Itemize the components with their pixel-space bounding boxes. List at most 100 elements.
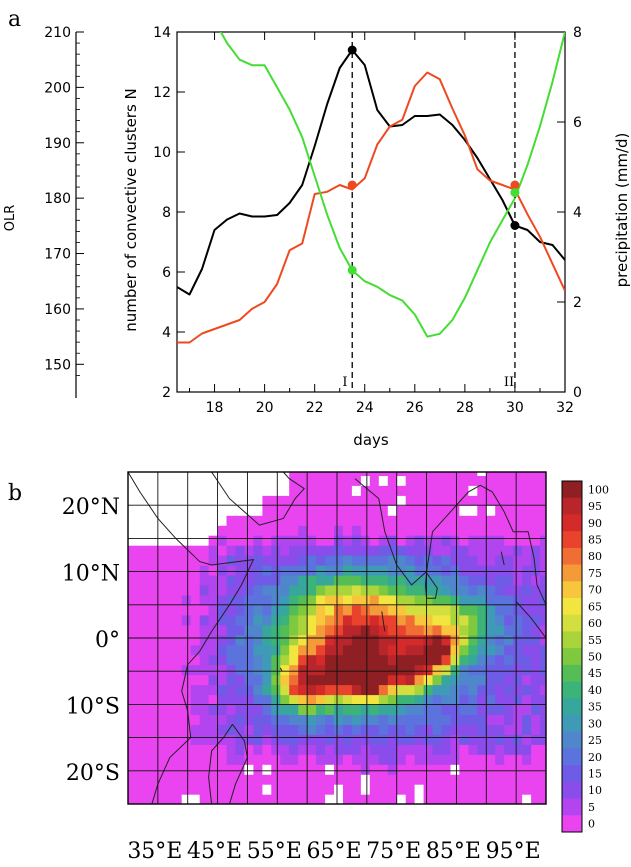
- heatmap-cell: [262, 495, 272, 506]
- heatmap-cell: [235, 754, 246, 765]
- heatmap-cell: [513, 724, 523, 735]
- colorbar: 1009590858075706560555045403530252015105…: [561, 480, 609, 833]
- heatmap-cell: [441, 472, 452, 476]
- heatmap-cell: [369, 594, 380, 606]
- heatmap-cell: [369, 724, 380, 735]
- heatmap-cell: [190, 744, 201, 755]
- heatmap-cell: [316, 634, 326, 646]
- heatmap-cell: [369, 485, 380, 496]
- heatmap-cell: [154, 535, 165, 546]
- heatmap-cell: [405, 734, 416, 745]
- heatmap-cell: [208, 485, 219, 496]
- heatmap-cell: [154, 754, 165, 765]
- heatmap-cell: [262, 515, 272, 526]
- heatmap-cell: [459, 535, 469, 546]
- heatmap-cell: [325, 574, 335, 586]
- heatmap-cell: [172, 784, 183, 795]
- heatmap-cell: [235, 744, 246, 755]
- heatmap-cell: [414, 624, 425, 636]
- heatmap-cell: [154, 764, 165, 775]
- heatmap-cell: [468, 644, 478, 656]
- heatmap-cell: [145, 634, 156, 646]
- heatmap-cell: [298, 774, 308, 785]
- heatmap-cell: [334, 515, 344, 526]
- heatmap-cell: [522, 744, 532, 755]
- heatmap-cell: [253, 774, 263, 785]
- heatmap-cell: [522, 535, 532, 546]
- heatmap-cell: [316, 545, 326, 556]
- heatmap-cell: [128, 495, 138, 506]
- heatmap-cell: [262, 555, 272, 566]
- heatmap-cell: [298, 624, 308, 636]
- heatmap-cell: [414, 664, 425, 676]
- heatmap-cell: [531, 674, 541, 686]
- heatmap-cell: [172, 714, 183, 725]
- heatmap-cell: [486, 594, 496, 606]
- heatmap-cell: [468, 545, 478, 556]
- heatmap-cell: [235, 475, 246, 486]
- heatmap-cell: [137, 684, 147, 696]
- heatmap-cell: [307, 664, 317, 676]
- heatmap-cell: [450, 574, 461, 586]
- heatmap-cell: [351, 604, 362, 616]
- heatmap-cell: [450, 674, 461, 686]
- heatmap-cell: [154, 604, 165, 616]
- colorbar-tick-label: 20: [588, 751, 602, 764]
- heatmap-cell: [531, 475, 541, 486]
- heatmap-cell: [468, 754, 478, 765]
- heatmap-cell: [280, 664, 290, 676]
- heatmap-cell: [522, 654, 532, 666]
- colorbar-swatch: [562, 481, 582, 499]
- colorbar-swatch: [562, 581, 582, 599]
- x-tick-label: 28: [456, 400, 474, 416]
- heatmap-cell: [325, 594, 335, 606]
- heatmap-cell: [172, 674, 183, 686]
- heatmap-cell: [468, 594, 478, 606]
- heatmap-cell: [459, 754, 469, 765]
- heatmap-cell: [343, 604, 353, 616]
- heatmap-cell: [163, 704, 174, 715]
- heatmap-cell: [360, 694, 371, 705]
- heatmap-cell: [405, 714, 416, 725]
- heatmap-cell: [181, 545, 192, 556]
- heatmap-cell: [280, 734, 290, 745]
- heatmap-cell: [504, 574, 514, 586]
- heatmap-cell: [414, 634, 425, 646]
- heatmap-cell: [217, 535, 228, 546]
- heatmap-cell: [540, 495, 546, 506]
- heatmap-cell: [154, 694, 165, 705]
- precip-tick-label: 0: [573, 385, 582, 401]
- heatmap-cell: [181, 485, 192, 496]
- heatmap-cell: [486, 495, 496, 506]
- heatmap-cell: [414, 515, 425, 526]
- heatmap-cell: [513, 535, 523, 546]
- heatmap-cell: [513, 734, 523, 745]
- heatmap-cell: [414, 744, 425, 755]
- heatmap-cell: [486, 684, 496, 696]
- heatmap-cell: [128, 774, 138, 785]
- heatmap-cell: [504, 505, 514, 516]
- heatmap-cell: [325, 525, 335, 536]
- heatmap-cell: [450, 495, 461, 506]
- heatmap-cell: [378, 714, 389, 725]
- heatmap-cell: [351, 784, 362, 795]
- heatmap-cell: [343, 614, 353, 626]
- heatmap-cell: [262, 754, 272, 765]
- heatmap-cell: [307, 784, 317, 795]
- heatmap-cell: [262, 594, 272, 606]
- heatmap-cell: [163, 714, 174, 725]
- heatmap-cell: [181, 784, 192, 795]
- heatmap-cell: [378, 624, 389, 636]
- heatmap-cell: [369, 495, 380, 506]
- heatmap-cell: [360, 714, 371, 725]
- heatmap-cell: [271, 724, 281, 735]
- heatmap-cell: [217, 644, 228, 656]
- heatmap-cell: [208, 794, 219, 804]
- heatmap-cell: [432, 734, 443, 745]
- heatmap-cell: [540, 754, 546, 765]
- heatmap-cell: [128, 485, 138, 496]
- heatmap-cell: [271, 545, 281, 556]
- heatmap-cell: [450, 472, 461, 476]
- heatmap-cell: [154, 614, 165, 626]
- heatmap-cell: [343, 704, 353, 715]
